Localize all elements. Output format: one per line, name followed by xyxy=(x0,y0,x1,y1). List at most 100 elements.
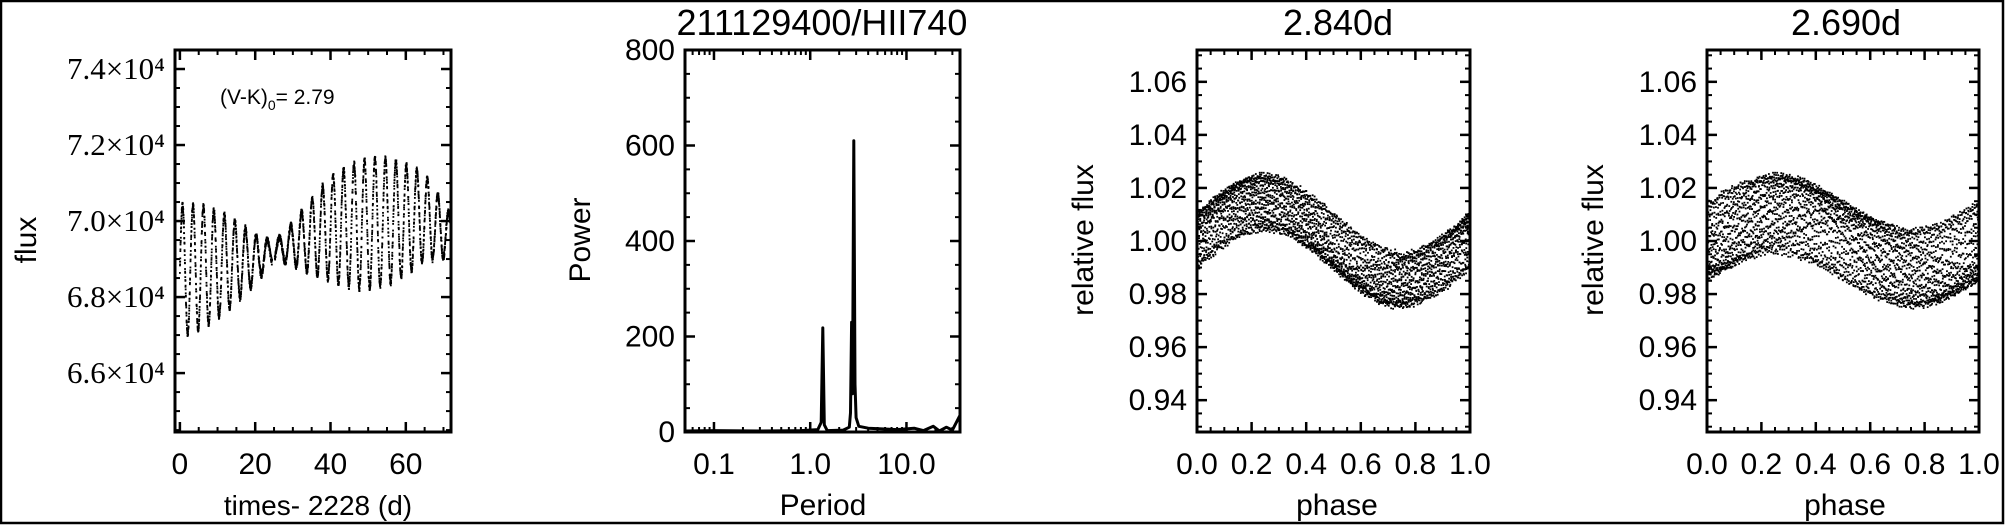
light-curve-point xyxy=(392,208,395,211)
light-curve-point xyxy=(274,256,277,258)
light-curve-point xyxy=(426,176,429,179)
light-curve-point xyxy=(246,257,249,259)
light-curve-point xyxy=(384,161,386,164)
light-curve-point xyxy=(355,231,358,234)
folded-point xyxy=(1380,302,1382,304)
light-curve-point xyxy=(297,250,300,253)
light-curve-point xyxy=(275,249,278,251)
light-curve-point xyxy=(331,188,333,191)
light-curve-point xyxy=(396,180,399,182)
light-curve-point xyxy=(190,238,193,240)
folded-point xyxy=(1232,185,1234,187)
light-curve-point xyxy=(345,227,348,230)
folded-point xyxy=(1352,278,1355,281)
light-curve-point xyxy=(316,274,319,277)
light-curve-point xyxy=(361,199,364,202)
light-curve-point xyxy=(287,246,289,249)
light-curve-point xyxy=(439,225,442,228)
light-curve-point xyxy=(226,263,229,266)
light-curve-point xyxy=(403,199,406,202)
folded-point xyxy=(1409,297,1412,299)
light-curve-point xyxy=(212,208,215,211)
light-curve-point xyxy=(397,228,400,231)
light-curve-point xyxy=(357,271,360,274)
folded-point xyxy=(1242,181,1245,184)
light-curve-point xyxy=(349,253,352,256)
folded-point xyxy=(1218,198,1221,200)
folded-point xyxy=(1324,259,1327,262)
folded-point xyxy=(1375,265,1378,268)
light-curve-point xyxy=(385,170,388,173)
folded-point xyxy=(1224,205,1227,208)
light-curve-point xyxy=(419,226,421,229)
folded-point xyxy=(1393,295,1396,297)
light-curve-point xyxy=(286,252,289,255)
light-curve-point xyxy=(424,202,427,205)
light-curve-point xyxy=(304,261,307,264)
light-curve-point xyxy=(370,239,373,242)
light-curve-point xyxy=(304,258,307,261)
folded-point xyxy=(1376,300,1378,303)
folded-point xyxy=(1420,250,1423,253)
light-curve-point xyxy=(182,214,185,217)
light-curve-point xyxy=(221,240,224,243)
light-curve-point xyxy=(297,243,300,246)
light-curve-point xyxy=(403,204,406,207)
y-tick-label: 6.6×10⁴ xyxy=(67,355,165,390)
folded-point xyxy=(1426,246,1429,249)
folded-point xyxy=(1396,281,1399,283)
light-curve-point xyxy=(218,315,221,317)
light-curve-point xyxy=(213,219,216,221)
folded-point xyxy=(1312,246,1315,249)
light-curve-point xyxy=(236,264,239,267)
folded-point xyxy=(1299,241,1301,244)
light-curve-point xyxy=(370,249,373,251)
light-curve-point xyxy=(237,281,240,284)
light-curve-point xyxy=(432,251,435,254)
light-curve-point xyxy=(409,261,412,264)
light-curve-point xyxy=(356,258,359,261)
light-curve-point xyxy=(281,248,284,251)
light-curve-point xyxy=(180,223,183,225)
light-curve-point xyxy=(444,240,447,243)
folded-point xyxy=(1301,215,1303,218)
light-curve-point xyxy=(203,218,206,221)
light-curve-point xyxy=(240,279,243,282)
light-curve-point xyxy=(201,220,204,223)
light-curve-point xyxy=(418,221,421,224)
light-curve-point xyxy=(348,288,350,290)
light-curve-point xyxy=(296,251,299,254)
light-curve-point xyxy=(402,234,405,237)
light-curve-point xyxy=(307,251,310,254)
light-curve-point xyxy=(263,255,266,257)
light-curve-point xyxy=(303,247,306,250)
light-curve-point xyxy=(444,246,446,249)
light-curve-point xyxy=(356,253,359,256)
light-curve-point xyxy=(227,297,230,300)
light-curve-point xyxy=(191,214,193,217)
light-curve-point xyxy=(180,215,183,218)
light-curve-point xyxy=(378,277,381,280)
light-curve-point xyxy=(416,176,419,178)
light-curve-point xyxy=(257,249,260,252)
light-curve-point xyxy=(429,219,431,222)
folded-point xyxy=(1368,269,1370,272)
light-curve-point xyxy=(343,166,345,169)
light-curve-point xyxy=(365,181,367,183)
light-curve-point xyxy=(391,235,394,238)
light-curve-point xyxy=(375,191,378,194)
light-curve-point xyxy=(200,256,202,259)
light-curve-point xyxy=(246,249,249,252)
light-curve-point xyxy=(352,169,355,171)
light-curve-point xyxy=(378,267,380,270)
folded-point xyxy=(1303,208,1306,211)
folded-point xyxy=(1300,226,1303,229)
folded-point xyxy=(1310,233,1313,235)
light-curve-point xyxy=(367,250,369,252)
light-curve-point xyxy=(392,232,394,235)
light-curve-point xyxy=(433,238,436,240)
light-curve-point xyxy=(199,294,201,297)
folded-point xyxy=(1417,293,1420,295)
light-curve-point xyxy=(240,284,243,287)
light-curve-point xyxy=(424,206,427,209)
